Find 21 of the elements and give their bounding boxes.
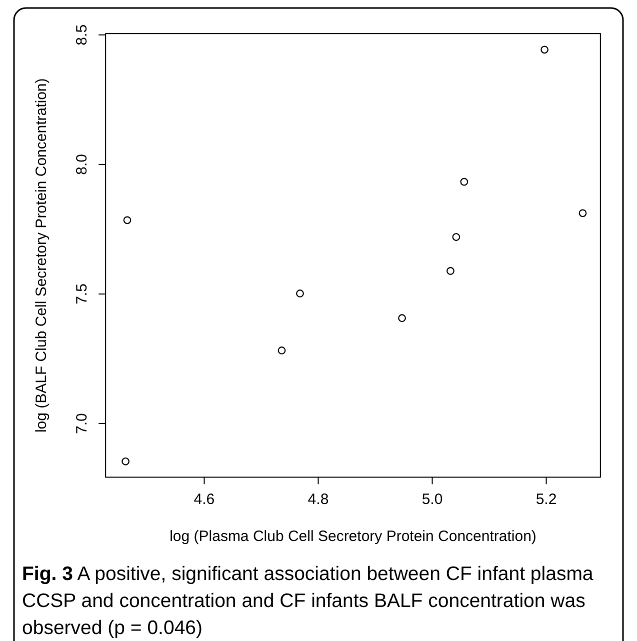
point (123, 216, 132, 224)
point (460, 178, 468, 186)
point (578, 209, 587, 218)
y-tick-label: 8.0 (74, 154, 91, 175)
point (446, 267, 454, 275)
point (278, 346, 286, 354)
point (296, 290, 304, 298)
point (122, 457, 130, 466)
text: Fig. 3 A positive, significant association between CF infant plasma CCSP and concentration and CF infants BALF concentration was observed (p = 0.046) (22, 563, 594, 639)
y-tick-label: 8.5 (74, 24, 91, 46)
x-tick-label: 4.8 (308, 490, 329, 508)
x-tick-label: 4.6 (194, 490, 215, 508)
point (398, 314, 406, 322)
y-axis-title: log (BALF Club Cell Secretory Protein Concentration) (33, 78, 50, 433)
x-tick-label: 5.2 (536, 490, 557, 508)
y-tick-label: 7.5 (74, 284, 91, 304)
x-axis-title: log (Plasma Club Cell Secretory Protein Concentration) (170, 528, 536, 545)
x-tick-label: 5.0 (422, 490, 443, 508)
point (452, 233, 460, 241)
point (540, 46, 548, 54)
y-tick-label: 7.0 (74, 413, 91, 434)
